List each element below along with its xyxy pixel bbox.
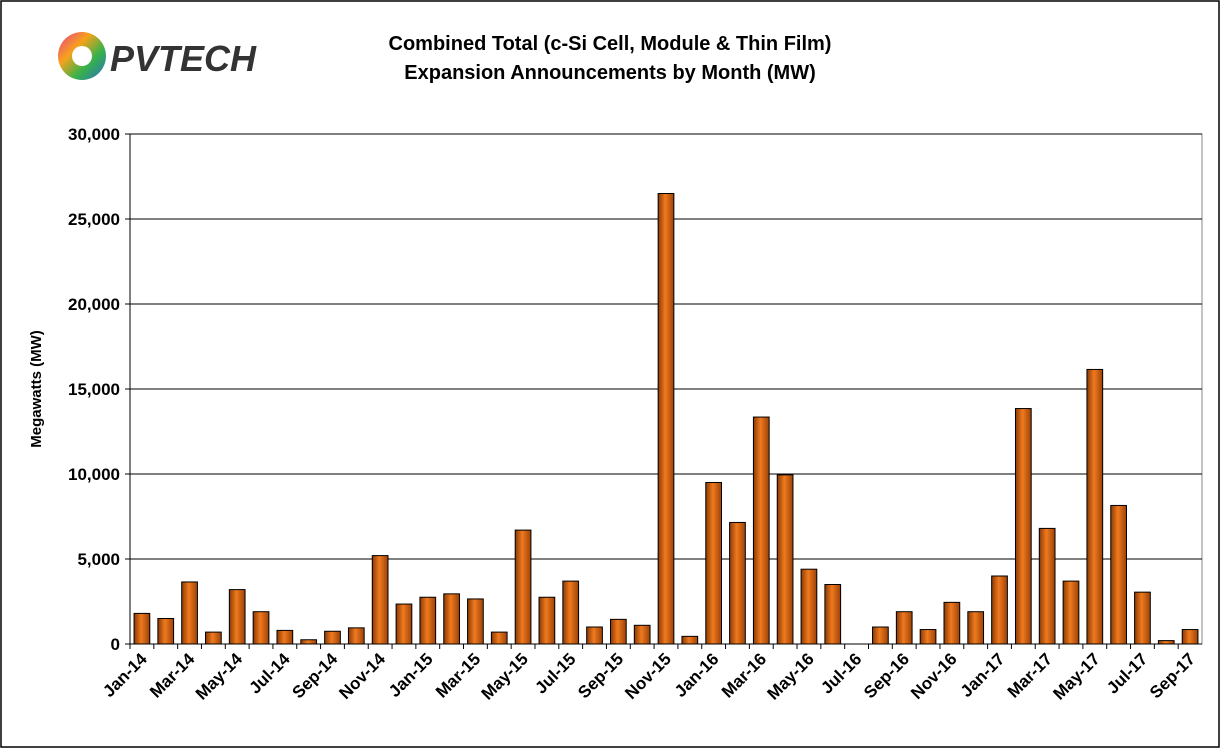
- bar: [1181, 629, 1199, 645]
- y-tick-label: 20,000: [68, 295, 120, 314]
- bar: [1110, 504, 1127, 645]
- chart-title: Combined Total (c-Si Cell, Module & Thin…: [389, 33, 832, 55]
- bar: [467, 598, 484, 645]
- bar: [371, 555, 389, 645]
- y-tick-label: 10,000: [68, 465, 120, 484]
- bar: [1086, 368, 1104, 645]
- y-tick-label: 15,000: [68, 380, 120, 399]
- bar: [157, 618, 175, 645]
- bar: [324, 630, 341, 645]
- logo-text: PVTECH: [110, 38, 257, 79]
- bar: [562, 580, 580, 645]
- logo-icon-hole: [72, 46, 92, 66]
- bar: [347, 627, 365, 645]
- bar: [395, 603, 413, 645]
- bar: [729, 521, 746, 645]
- bar: [1062, 580, 1080, 645]
- bar: [991, 575, 1008, 645]
- bar: [943, 601, 961, 645]
- bar: [1014, 408, 1032, 645]
- bar: [490, 631, 508, 645]
- bar: [1038, 527, 1056, 645]
- logo: PVTECH: [58, 32, 257, 80]
- bar: [967, 611, 985, 645]
- bar: [800, 568, 818, 645]
- bar: [205, 631, 222, 645]
- bar: [252, 611, 270, 645]
- bar: [872, 626, 889, 645]
- bar: [276, 629, 294, 645]
- bar: [705, 482, 723, 645]
- bar: [133, 612, 151, 645]
- chart-subtitle: Expansion Announcements by Month (MW): [404, 62, 815, 84]
- bar: [609, 618, 627, 645]
- bar: [824, 584, 842, 645]
- y-axis-label: Megawatts (MW): [28, 330, 45, 448]
- bar: [228, 589, 246, 645]
- y-tick-label: 25,000: [68, 210, 120, 229]
- y-tick-label: 0: [111, 635, 120, 654]
- bar: [419, 596, 437, 645]
- bar: [181, 581, 198, 645]
- bar: [1157, 640, 1175, 645]
- bar: [681, 635, 699, 645]
- bar: [752, 416, 770, 645]
- bar: [586, 626, 603, 645]
- bar: [633, 624, 651, 645]
- bar: [538, 596, 556, 645]
- y-tick-label: 30,000: [68, 125, 120, 144]
- bar: [300, 639, 318, 645]
- bar: [895, 611, 913, 645]
- bar: [1134, 591, 1151, 645]
- bar: [443, 593, 460, 645]
- y-tick-label: 5,000: [77, 550, 120, 569]
- bar: [919, 629, 937, 645]
- bar: [657, 193, 675, 645]
- bar: [514, 529, 532, 645]
- bar: [776, 474, 794, 645]
